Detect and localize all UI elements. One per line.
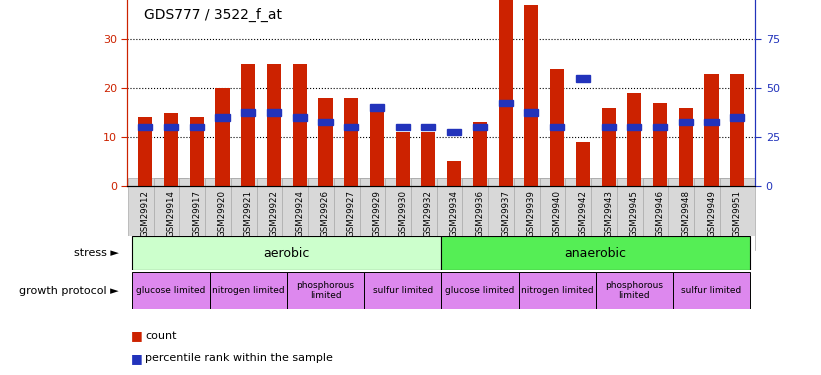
Bar bbox=[364, 272, 442, 309]
Text: sulfur limited: sulfur limited bbox=[373, 286, 433, 295]
Bar bbox=[498, 100, 513, 106]
Bar bbox=[704, 119, 718, 125]
Text: nitrogen limited: nitrogen limited bbox=[212, 286, 285, 295]
Bar bbox=[190, 124, 204, 130]
Bar bbox=[498, 0, 513, 186]
Text: phosphorous
limited: phosphorous limited bbox=[605, 281, 663, 300]
Bar bbox=[319, 119, 333, 125]
Bar bbox=[241, 110, 255, 116]
Bar bbox=[369, 108, 384, 186]
Bar bbox=[138, 124, 153, 130]
Bar bbox=[730, 74, 745, 186]
Bar bbox=[596, 272, 673, 309]
Bar bbox=[319, 98, 333, 186]
Text: GDS777 / 3522_f_at: GDS777 / 3522_f_at bbox=[144, 8, 282, 22]
Bar bbox=[215, 88, 230, 186]
Text: glucose limited: glucose limited bbox=[445, 286, 515, 295]
Bar bbox=[447, 161, 461, 186]
Bar bbox=[267, 64, 281, 186]
Bar bbox=[164, 112, 178, 186]
Text: ■: ■ bbox=[131, 352, 143, 364]
Bar bbox=[525, 5, 539, 186]
Bar bbox=[292, 64, 307, 186]
Bar bbox=[653, 103, 667, 186]
Bar bbox=[519, 272, 596, 309]
Bar bbox=[421, 132, 435, 186]
Bar bbox=[241, 64, 255, 186]
Bar bbox=[344, 124, 358, 130]
Bar bbox=[473, 124, 487, 130]
Bar bbox=[679, 108, 693, 186]
Text: nitrogen limited: nitrogen limited bbox=[521, 286, 594, 295]
Bar bbox=[369, 105, 384, 111]
Bar bbox=[673, 272, 750, 309]
Bar bbox=[602, 124, 616, 130]
Text: sulfur limited: sulfur limited bbox=[681, 286, 741, 295]
Bar bbox=[344, 98, 358, 186]
Bar bbox=[704, 74, 718, 186]
Text: aerobic: aerobic bbox=[264, 247, 310, 259]
Bar bbox=[267, 110, 281, 116]
Bar bbox=[396, 124, 410, 130]
Bar bbox=[421, 124, 435, 130]
Bar bbox=[442, 236, 750, 270]
Bar bbox=[576, 75, 590, 81]
Bar bbox=[287, 272, 364, 309]
Text: ■: ■ bbox=[131, 329, 143, 342]
Bar bbox=[138, 117, 153, 186]
Bar bbox=[679, 119, 693, 125]
Bar bbox=[132, 272, 209, 309]
Text: count: count bbox=[145, 331, 177, 340]
Bar bbox=[525, 110, 539, 116]
Bar bbox=[215, 114, 230, 120]
Bar bbox=[209, 272, 287, 309]
Bar bbox=[132, 236, 442, 270]
Bar bbox=[730, 114, 745, 120]
Text: phosphorous
limited: phosphorous limited bbox=[296, 281, 355, 300]
Bar bbox=[627, 93, 641, 186]
Bar bbox=[550, 69, 564, 186]
Bar bbox=[653, 124, 667, 130]
Bar bbox=[442, 272, 519, 309]
Bar bbox=[627, 124, 641, 130]
Text: percentile rank within the sample: percentile rank within the sample bbox=[145, 353, 333, 363]
Text: anaerobic: anaerobic bbox=[565, 247, 626, 259]
Bar bbox=[576, 142, 590, 186]
Bar bbox=[602, 108, 616, 186]
Bar bbox=[447, 129, 461, 135]
Bar bbox=[473, 122, 487, 186]
Text: glucose limited: glucose limited bbox=[136, 286, 206, 295]
Bar bbox=[396, 132, 410, 186]
Bar bbox=[292, 114, 307, 120]
Bar bbox=[550, 124, 564, 130]
Bar bbox=[164, 124, 178, 130]
Bar bbox=[190, 117, 204, 186]
Text: stress ►: stress ► bbox=[74, 248, 119, 258]
Text: growth protocol ►: growth protocol ► bbox=[20, 286, 119, 296]
